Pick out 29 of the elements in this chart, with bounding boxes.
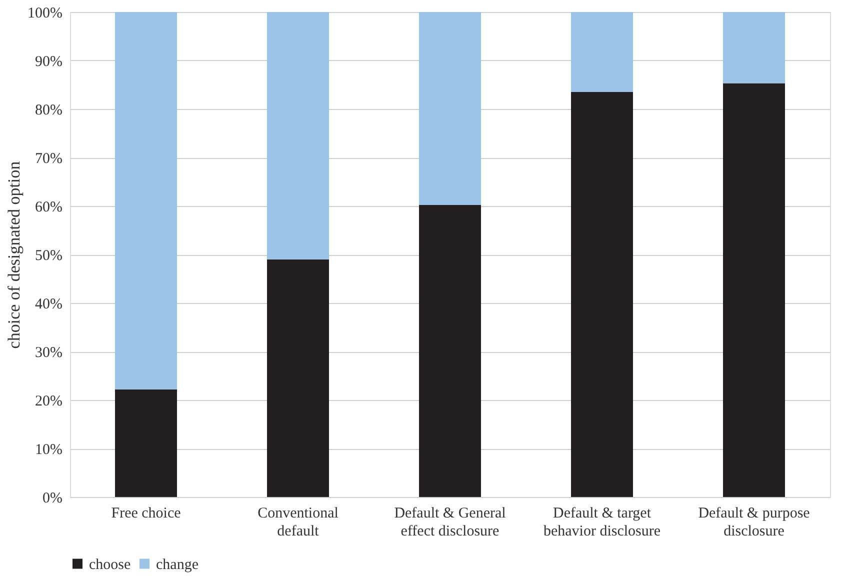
x-tick-label: Default & General effect disclosure [394,506,506,540]
y-tick-label: 100% [28,6,62,22]
y-tick-label: 50% [35,248,62,264]
bar [267,12,329,260]
y-tick-label: 30% [35,345,62,361]
y-tick-label: 60% [35,200,62,216]
legend-label: change [156,556,199,573]
x-tick-label: Default & target behavior disclosure [543,506,661,540]
bar [571,12,633,92]
y-axis-title: choice of designated option [4,160,24,349]
y-tick-label: 40% [35,296,62,312]
bar [571,92,633,497]
y-tick-label: 80% [35,102,62,118]
legend-label: choose [89,556,131,573]
x-tick-label: Conventional default [258,506,338,540]
bar [267,259,329,497]
bar [723,12,785,84]
x-tick-label: Default & purpose disclosure [698,506,810,540]
bar [419,12,481,206]
y-tick-label: 0% [42,490,62,506]
y-tick-label: 70% [35,151,62,167]
bar [723,83,785,497]
x-tick-label: Free choice [111,506,182,522]
y-tick-label: 20% [35,394,62,410]
bar [115,12,177,390]
y-tick-label: 90% [35,54,62,70]
bar [419,205,481,497]
y-tick-label: 10% [35,442,62,458]
bar [115,389,177,497]
